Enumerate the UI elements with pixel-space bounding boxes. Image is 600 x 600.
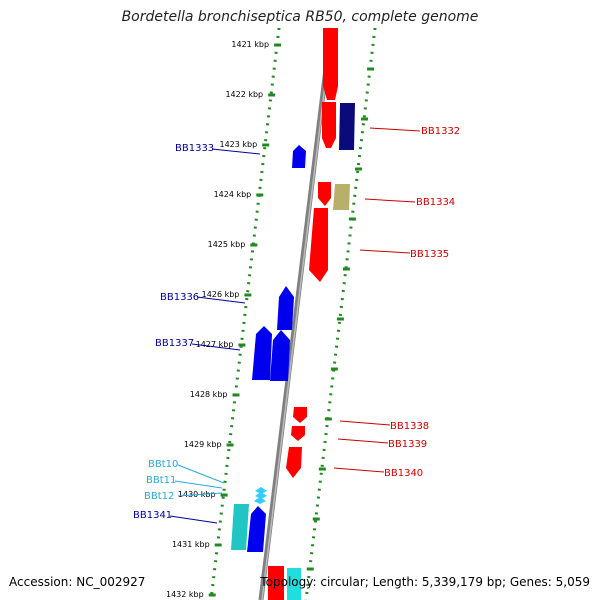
trna-bbt11[interactable] xyxy=(255,492,267,499)
ruler-label: 1426 kbp xyxy=(202,290,240,299)
gene-label-bb1335[interactable]: BB1335 xyxy=(410,249,449,260)
trna-bbt12[interactable] xyxy=(254,497,266,504)
gene-bb1341-teal[interactable] xyxy=(231,504,249,550)
gene-arrow-bb1332[interactable] xyxy=(322,102,336,148)
gene-bb1332-dark[interactable] xyxy=(339,103,355,150)
gene-bottom-cyan[interactable] xyxy=(287,568,301,600)
ruler-label: 1424 kbp xyxy=(214,190,252,199)
ruler-ticks-right xyxy=(306,67,375,571)
gene-label-bb1340[interactable]: BB1340 xyxy=(384,468,423,479)
gene-label-bb1337[interactable]: BB1337 xyxy=(155,338,194,349)
ruler-label: 1427 kbp xyxy=(196,340,234,349)
gene-label-bbt11[interactable]: BBt11 xyxy=(146,475,176,486)
genome-backbone-highlight xyxy=(261,27,333,600)
ruler-label: 1432 kbp xyxy=(166,590,204,599)
gene-arrow-top[interactable] xyxy=(323,28,338,100)
right-dotted-scale xyxy=(304,27,377,600)
left-dotted-scale xyxy=(209,27,281,600)
gene-arrow-bb1335[interactable] xyxy=(309,208,328,282)
trna-bbt10[interactable] xyxy=(255,487,267,494)
gene-labels-left: BB1333 BB1336 BB1337 BBt10 BBt11 BBt12 B… xyxy=(133,143,214,521)
gene-arrow-bb1340[interactable] xyxy=(286,447,302,478)
gene-arrow-bb1338[interactable] xyxy=(293,407,307,423)
leader-lines xyxy=(169,127,421,524)
gene-label-bb1339[interactable]: BB1339 xyxy=(388,439,427,450)
gene-labels-right: BB1332 BB1334 BB1335 BB1338 BB1339 BB134… xyxy=(384,126,460,479)
ruler-label: 1428 kbp xyxy=(190,390,228,399)
gene-arrow-bb1334[interactable] xyxy=(318,182,331,206)
gene-label-bb1338[interactable]: BB1338 xyxy=(390,421,429,432)
ruler-label: 1422 kbp xyxy=(225,90,263,99)
gene-label-bb1334[interactable]: BB1334 xyxy=(416,197,455,208)
genome-backbone xyxy=(258,27,334,600)
gene-label-bb1341[interactable]: BB1341 xyxy=(133,510,172,521)
gene-bb1334-khaki[interactable] xyxy=(333,184,350,210)
reverse-strand-genes xyxy=(231,145,306,552)
gene-arrow-bb1333[interactable] xyxy=(292,145,306,168)
gene-arrow-bb1341[interactable] xyxy=(247,506,266,552)
ruler-labels: 1421 kbp 1422 kbp 1423 kbp 1424 kbp 1425 kbp… xyxy=(166,40,269,599)
gene-label-bb1336[interactable]: BB1336 xyxy=(160,292,199,303)
genome-title: Bordetella bronchiseptica RB50, complete… xyxy=(121,9,479,25)
gene-bottom-red[interactable] xyxy=(268,566,284,600)
gene-arrow-bb1337b[interactable] xyxy=(270,330,290,381)
topology-text: Topology: circular; Length: 5,339,179 bp… xyxy=(260,575,590,589)
accession-text: Accession: NC_002927 xyxy=(9,575,146,589)
ruler-ticks-left xyxy=(208,43,282,597)
forward-strand-genes xyxy=(268,28,355,600)
gene-arrow-bb1337a[interactable] xyxy=(252,326,272,380)
ruler-label: 1429 kbp xyxy=(184,440,222,449)
gene-label-bb1332[interactable]: BB1332 xyxy=(421,126,460,137)
ruler-label: 1421 kbp xyxy=(231,40,269,49)
gene-label-bbt12[interactable]: BBt12 xyxy=(144,491,174,502)
ruler-label: 1423 kbp xyxy=(220,140,258,149)
gene-arrow-bb1336[interactable] xyxy=(277,286,294,330)
gene-label-bbt10[interactable]: BBt10 xyxy=(148,459,178,470)
ruler-label: 1425 kbp xyxy=(208,240,246,249)
ruler-label: 1431 kbp xyxy=(172,540,210,549)
gene-arrow-bb1339[interactable] xyxy=(291,426,305,441)
gene-label-bb1333[interactable]: BB1333 xyxy=(175,143,214,154)
